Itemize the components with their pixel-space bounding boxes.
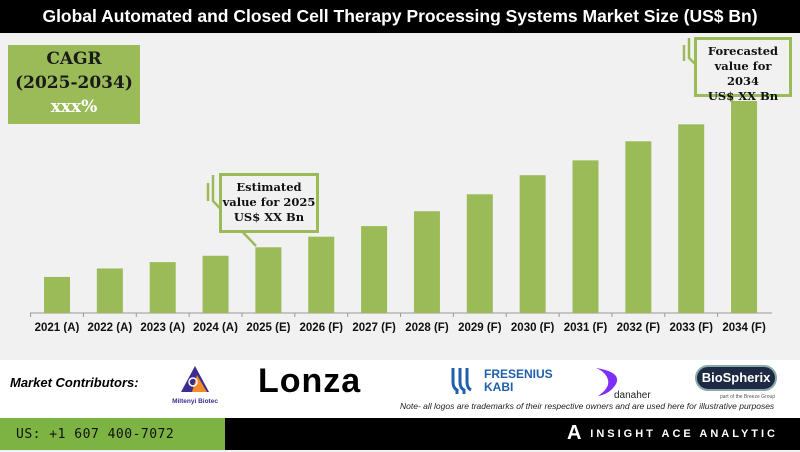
x-tick-label: 2023 (A) <box>140 322 185 333</box>
biospherix-logo: BioSpherix <box>695 365 777 391</box>
x-tick-label: 2032 (F) <box>617 322 661 333</box>
phone-number: US: +1 607 400-7072 <box>0 418 225 450</box>
x-tick-label: 2034 (F) <box>722 322 766 333</box>
bar-2021-A <box>44 276 70 313</box>
cagr-label: CAGR <box>46 49 102 69</box>
bar-2027-F <box>361 226 388 313</box>
callout-line: US$ XX Bn <box>707 89 779 103</box>
forecasted-callout: Forecasted value for 2034 US$ XX Bn <box>694 37 792 103</box>
estimated-callout: Estimated value for 2025 US$ XX Bn <box>219 173 319 233</box>
x-tick-label: 2030 (F) <box>511 322 555 333</box>
bar-chart: 2021 (A) 2022 (A) 2023 (A) 2024 (A) 2025 (E)… <box>30 38 772 333</box>
trademark-note: Note- all logos are trademarks of their … <box>400 401 775 411</box>
bar-2029-F <box>466 194 493 313</box>
x-tick-label: 2028 (F) <box>405 322 449 333</box>
insight-ace-logo-icon: A <box>567 422 582 444</box>
footer-brand-bar: A INSIGHT ACE ANALYTIC <box>225 418 800 450</box>
callout-line: Estimated <box>236 180 302 194</box>
callout-line: US$ XX Bn <box>233 210 305 224</box>
x-tick-label: 2025 (E) <box>246 322 290 333</box>
callout-line: Forecasted <box>707 44 779 58</box>
x-tick-label: 2027 (F) <box>352 322 396 333</box>
cagr-value: xxx% <box>50 97 98 117</box>
bar-2024-A <box>202 255 229 313</box>
bar-2032-F <box>625 141 652 313</box>
x-tick-label: 2026 (F) <box>300 322 344 333</box>
x-tick-label: 2029 (F) <box>458 322 502 333</box>
lonza-logo: Lonza <box>258 362 362 400</box>
bar-2022-A <box>96 268 123 313</box>
cagr-period: (2025-2034) <box>15 73 133 93</box>
x-tick-label: 2021 (A) <box>35 322 80 333</box>
bar-2023-A <box>149 262 176 313</box>
callout-line: value for 2034 <box>714 59 772 88</box>
contributors-label: Market Contributors: <box>10 375 139 390</box>
bar-2026-F <box>308 236 335 313</box>
biospherix-sub: part of the Breeze Group <box>720 394 776 400</box>
bar-2025-E <box>255 247 282 313</box>
x-tick-label: 2022 (A) <box>87 322 132 333</box>
bar-2028-F <box>413 211 440 313</box>
callout-line: value for 2025 <box>222 195 316 209</box>
x-tick-label: 2033 (F) <box>669 322 713 333</box>
miltenyi-logo: Miltenyi Biotec <box>160 365 230 405</box>
brand-name: INSIGHT ACE ANALYTIC <box>590 428 778 440</box>
bar-2031-F <box>572 160 599 313</box>
bar-2030-F <box>519 175 546 313</box>
bar-2033-F <box>678 124 705 313</box>
bar-2034-F <box>731 101 758 313</box>
x-tick-label: 2024 (A) <box>193 322 238 333</box>
danaher-logo: danaher <box>594 366 654 403</box>
x-tick-label: 2031 (F) <box>564 322 608 333</box>
chart-title: Global Automated and Closed Cell Therapy… <box>0 0 800 33</box>
cagr-box: CAGR (2025-2034) xxx% <box>8 45 140 124</box>
contributors-section: Market Contributors: Miltenyi Biotec Lon… <box>0 360 800 418</box>
